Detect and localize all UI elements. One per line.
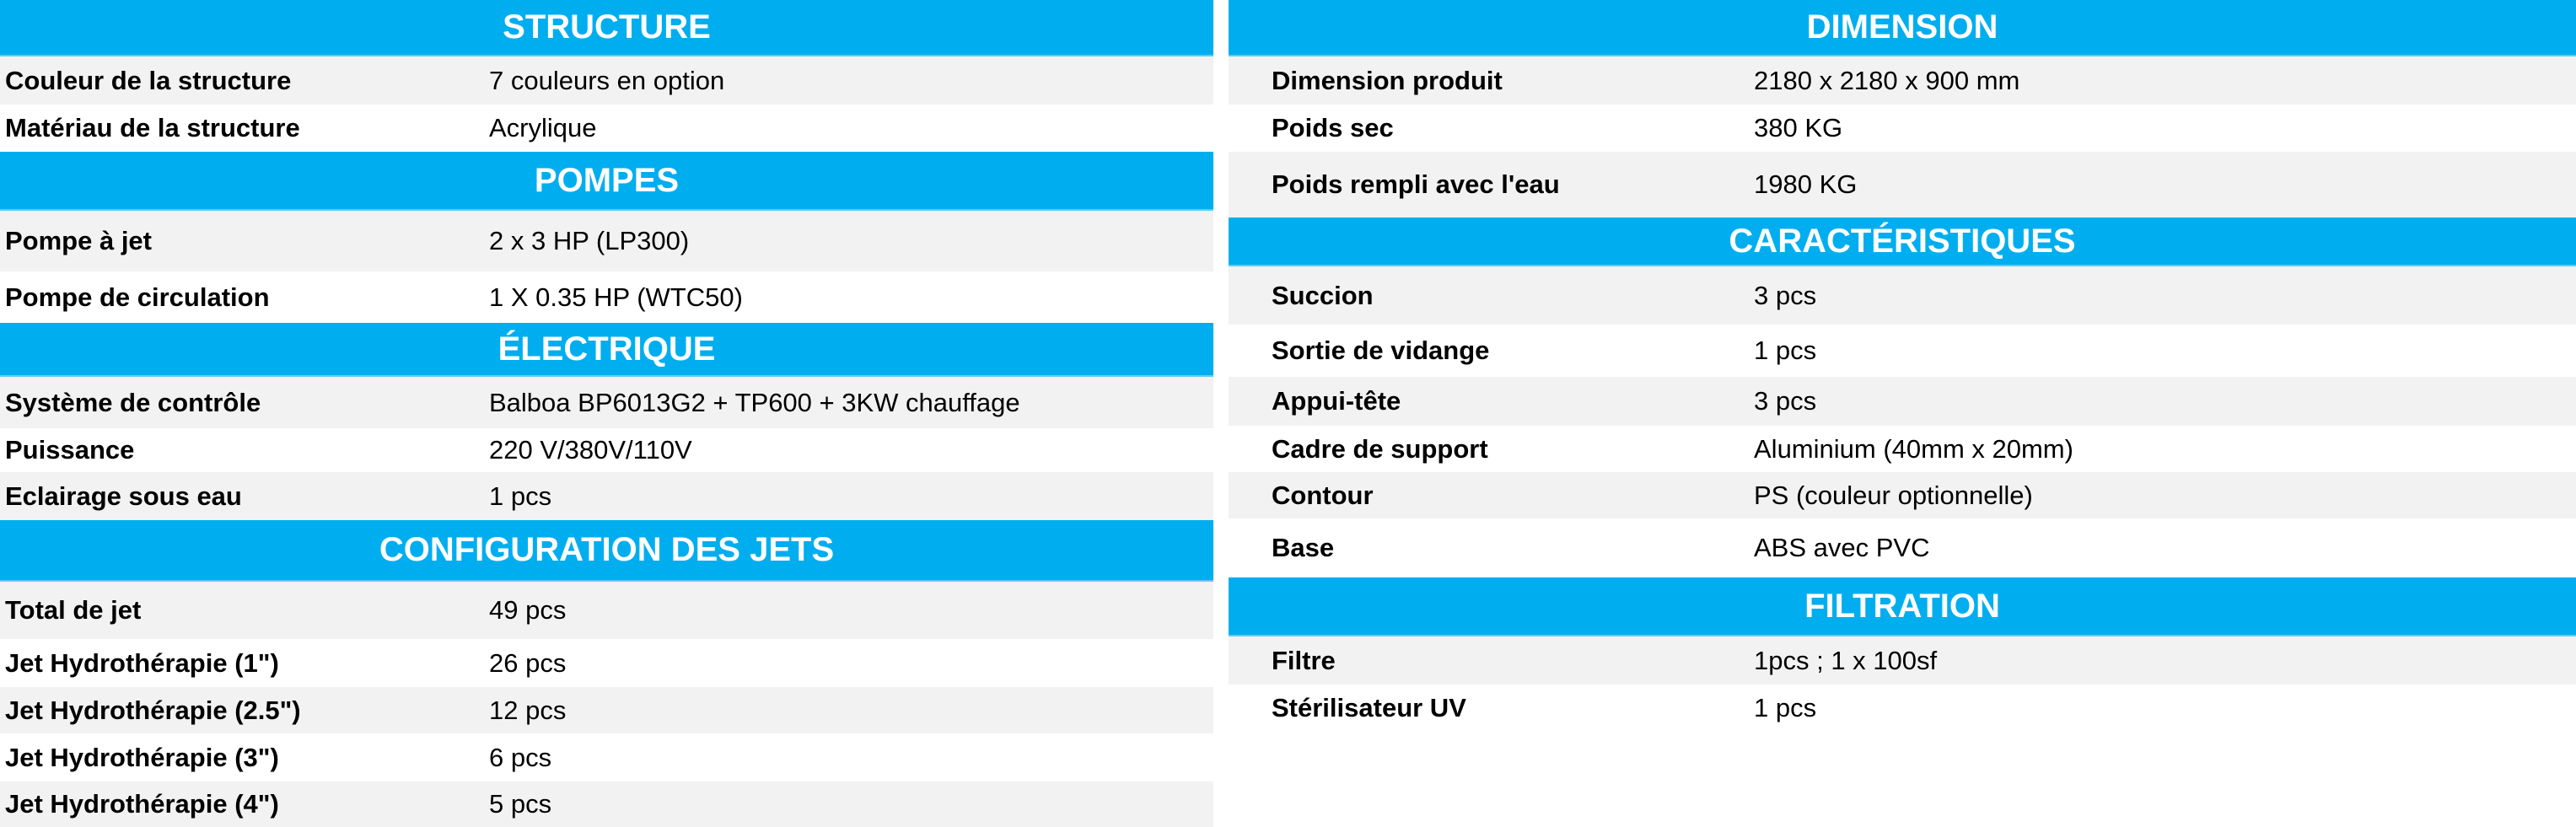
spec-value: Balboa BP6013G2 + TP600 + 3KW chauffage (489, 387, 1020, 417)
spec-row: Poids rempli avec l'eau 1980 KG (1229, 152, 2576, 217)
spec-label: Poids sec (1272, 113, 1394, 142)
spec-row: Succion 3 pcs (1229, 266, 2576, 325)
spec-label: Matériau de la structure (5, 113, 300, 142)
spec-value: 5 pcs (489, 789, 552, 819)
spec-value: 26 pcs (489, 647, 567, 678)
spec-label: Dimension produit (1272, 65, 1503, 95)
spec-label: Jet Hydrothérapie (1") (5, 647, 279, 678)
spec-value: 3 pcs (1754, 386, 1817, 416)
spec-value: 2180 x 2180 x 900 mm (1754, 65, 2020, 95)
spec-value: 220 V/380V/110V (489, 435, 692, 465)
spec-row: Couleur de la structure 7 couleurs en opt… (0, 56, 1213, 105)
spec-value: 1 pcs (1754, 693, 1817, 722)
spec-value: 1 pcs (489, 481, 552, 511)
spec-row: Dimension produit 2180 x 2180 x 900 mm (1229, 56, 2576, 105)
spec-value: 12 pcs (489, 695, 567, 725)
section-header: POMPES (0, 152, 1213, 211)
spec-label: Contour (1272, 480, 1374, 510)
spec-value: 49 pcs (489, 595, 567, 625)
spec-label: Base (1272, 533, 1335, 562)
section-header: STRUCTURE (0, 0, 1213, 56)
spec-row: Jet Hydrothérapie (3") 6 pcs (0, 733, 1213, 781)
spec-label: Stérilisateur UV (1272, 693, 1466, 722)
spec-label: Jet Hydrothérapie (3") (5, 742, 279, 772)
spec-value: 6 pcs (489, 742, 552, 772)
spec-value: Aluminium (40mm x 20mm) (1754, 433, 2073, 464)
spec-label: Couleur de la structure (5, 65, 292, 95)
spec-value: 380 KG (1754, 113, 1843, 142)
spec-row: Jet Hydrothérapie (4") 5 pcs (0, 781, 1213, 827)
spec-row: Système de contrôle Balboa BP6013G2 + TP6… (0, 377, 1213, 428)
spec-row: Puissance 220 V/380V/110V (0, 428, 1213, 472)
spec-row: Jet Hydrothérapie (2.5") 12 pcs (0, 687, 1213, 733)
spec-label: Appui-tête (1272, 386, 1401, 416)
spec-row: Contour PS (couleur optionnelle) (1229, 472, 2576, 518)
spec-row: Jet Hydrothérapie (1") 26 pcs (0, 639, 1213, 687)
section-header: FILTRATION (1229, 577, 2576, 636)
spec-label: Système de contrôle (5, 387, 261, 417)
spec-label: Pompe de circulation (5, 282, 270, 312)
spec-row: Poids sec 380 KG (1229, 105, 2576, 152)
spec-row: Cadre de support Aluminium (40mm x 20mm) (1229, 426, 2576, 472)
spec-table-left: STRUCTURE Couleur de la structure 7 couleu… (0, 0, 1213, 827)
spec-label: Total de jet (5, 595, 142, 625)
spec-row: Pompe à jet 2 x 3 HP (LP300) (0, 211, 1213, 271)
spec-row: Pompe de circulation 1 X 0.35 HP (WTC50) (0, 271, 1213, 323)
spec-label: Jet Hydrothérapie (4") (5, 789, 279, 819)
spec-row: Stérilisateur UV 1 pcs (1229, 685, 2576, 732)
section-header: ÉLECTRIQUE (0, 323, 1213, 377)
spec-row: Eclairage sous eau 1 pcs (0, 472, 1213, 520)
spec-value: 2 x 3 HP (LP300) (489, 226, 690, 255)
spec-label: Puissance (5, 435, 135, 465)
spec-label: Poids rempli avec l'eau (1272, 169, 1560, 199)
spec-value: 7 couleurs en option (489, 65, 725, 95)
section-header: DIMENSION (1229, 0, 2576, 56)
spec-label: Cadre de support (1272, 433, 1488, 464)
spec-table-right: DIMENSION Dimension produit 2180 x 2180 x … (1229, 0, 2576, 732)
spec-row: Filtre 1pcs ; 1 x 100sf (1229, 636, 2576, 685)
spec-value: 1pcs ; 1 x 100sf (1754, 645, 1938, 675)
spec-value: 1 X 0.35 HP (WTC50) (489, 282, 743, 312)
spec-label: Filtre (1272, 645, 1336, 675)
spec-value: 1 pcs (1754, 336, 1817, 365)
spec-value: ABS avec PVC (1754, 533, 1930, 562)
section-header: CARACTÉRISTIQUES (1229, 217, 2576, 266)
spec-row: Appui-tête 3 pcs (1229, 377, 2576, 426)
spec-row: Base ABS avec PVC (1229, 518, 2576, 577)
section-header: CONFIGURATION DES JETS (0, 520, 1213, 582)
spec-label: Eclairage sous eau (5, 481, 242, 511)
spec-value: 1980 KG (1754, 169, 1858, 199)
spec-value: 3 pcs (1754, 280, 1817, 310)
spec-value: Acrylique (489, 113, 597, 142)
spec-label: Pompe à jet (5, 226, 152, 255)
spec-row: Matériau de la structure Acrylique (0, 105, 1213, 152)
spec-label: Jet Hydrothérapie (2.5") (5, 695, 301, 725)
spec-value: PS (couleur optionnelle) (1754, 480, 2033, 510)
spec-row: Total de jet 49 pcs (0, 582, 1213, 639)
spec-label: Succion (1272, 280, 1374, 310)
spec-row: Sortie de vidange 1 pcs (1229, 325, 2576, 377)
spec-label: Sortie de vidange (1272, 336, 1490, 365)
